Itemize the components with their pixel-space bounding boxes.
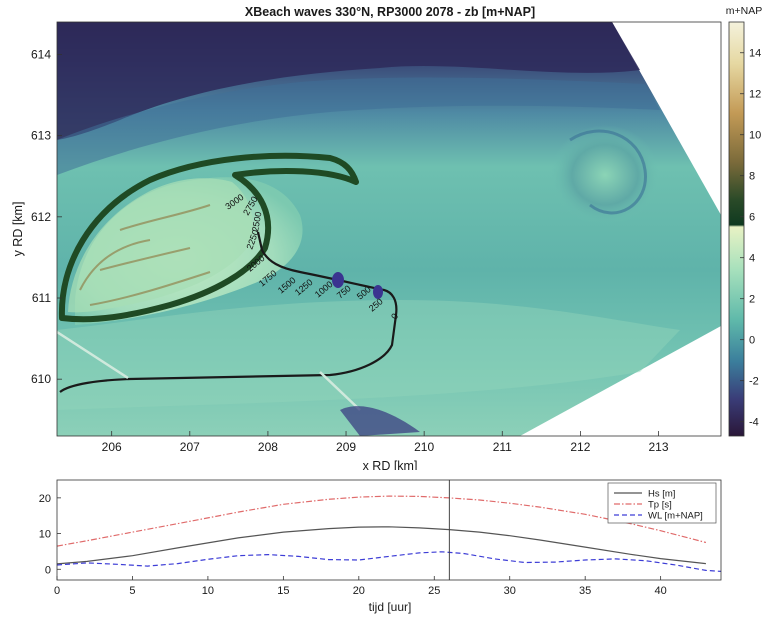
legend-entry: WL [m+NAP] bbox=[648, 511, 703, 522]
deep-channel bbox=[57, 22, 640, 140]
series-line-1 bbox=[56, 495, 707, 547]
ts-axis-ticks: 0 5 10 15 20 25 30 35 40 0 10 20 bbox=[39, 493, 667, 597]
island-marsh bbox=[79, 204, 211, 306]
colorbar-tick-label: 8 bbox=[749, 171, 755, 183]
y-tick-label: 613 bbox=[31, 129, 51, 143]
ts-x-axis-label: tijd [uur] bbox=[369, 600, 412, 614]
colorbar-tick-label: 10 bbox=[749, 130, 761, 142]
ts-x-tick-label: 30 bbox=[504, 585, 516, 597]
ts-x-tick-label: 15 bbox=[277, 585, 289, 597]
x-tick-label: 210 bbox=[414, 440, 434, 454]
y-tick-label: 614 bbox=[31, 47, 51, 61]
ts-x-tick-label: 35 bbox=[579, 585, 591, 597]
ts-y-tick-label: 0 bbox=[45, 564, 51, 576]
channel-edge bbox=[57, 77, 660, 175]
scour-hole bbox=[332, 272, 344, 288]
timeseries-chart: 0 5 10 15 20 25 30 35 40 0 10 20 tijd [uur] Hs [m]T… bbox=[39, 479, 722, 614]
x-tick-label: 207 bbox=[180, 440, 200, 454]
axis-ticks: 206 207 208 209 210 211 212 213 610 611 612 613 614 bbox=[31, 47, 669, 454]
dam-line bbox=[57, 330, 361, 411]
x-tick-label: 208 bbox=[258, 440, 278, 454]
ts-x-tick-label: 0 bbox=[54, 585, 60, 597]
ts-x-tick-label: 20 bbox=[353, 585, 365, 597]
ts-y-tick-label: 20 bbox=[39, 493, 51, 505]
legend-box bbox=[607, 482, 717, 524]
x-tick-label: 212 bbox=[570, 440, 590, 454]
colorbar-tick-label: 0 bbox=[749, 335, 755, 347]
chainage-label: 0 bbox=[389, 312, 400, 321]
colorbar-tick-label: 4 bbox=[749, 253, 755, 265]
series-line-2 bbox=[56, 551, 722, 572]
island-dune bbox=[58, 152, 359, 323]
x-tick-label: 211 bbox=[493, 440, 512, 454]
island-land bbox=[68, 178, 253, 313]
x-tick-label: 206 bbox=[102, 440, 122, 454]
colorbar bbox=[728, 21, 745, 437]
colorbar-tick-label: 14 bbox=[749, 48, 761, 60]
legend-entry: Hs [m] bbox=[648, 489, 675, 500]
ts-plot-frame bbox=[56, 479, 722, 581]
y-tick-label: 611 bbox=[32, 291, 51, 305]
tidal-flat-lower bbox=[57, 300, 680, 410]
ts-x-tick-label: 40 bbox=[655, 585, 667, 597]
ts-x-tick-label: 10 bbox=[202, 585, 214, 597]
y-axis-label: y RD [km] bbox=[11, 202, 25, 257]
dike-line bbox=[59, 231, 398, 393]
plot-frame bbox=[56, 21, 722, 437]
eddy-feature bbox=[550, 125, 660, 225]
colorbar-ticks: 14 12 10 8 6 4 2 0 -2 -4 bbox=[740, 48, 761, 429]
chainage-label: 2500 bbox=[250, 211, 263, 232]
chart-title: XBeach waves 330°N, RP3000 2078 - zb [m+… bbox=[245, 5, 535, 19]
x-tick-label: 213 bbox=[648, 440, 668, 454]
legend-entry: Tp [s] bbox=[648, 500, 672, 511]
colorbar-tick-label: 6 bbox=[749, 212, 755, 224]
bathymetry-map: XBeach waves 330°N, RP3000 2078 - zb [m+… bbox=[11, 5, 762, 470]
legend: Hs [m]Tp [s]WL [m+NAP] bbox=[607, 482, 717, 524]
x-axis-label: x RD [km] bbox=[363, 459, 418, 470]
ts-x-tick-label: 5 bbox=[129, 585, 135, 597]
y-tick-label: 610 bbox=[31, 372, 51, 386]
colorbar-tick-label: -4 bbox=[749, 417, 759, 429]
series-line-0 bbox=[56, 526, 706, 565]
y-tick-label: 612 bbox=[31, 210, 51, 224]
colorbar-tick-label: 12 bbox=[749, 89, 761, 101]
ts-y-tick-label: 10 bbox=[39, 529, 51, 541]
colorbar-label: m+NAP bbox=[726, 5, 762, 17]
colorbar-tick-label: -2 bbox=[749, 376, 759, 388]
ts-x-tick-label: 25 bbox=[428, 585, 440, 597]
scour-hole bbox=[373, 285, 383, 299]
colorbar-tick-label: 2 bbox=[749, 294, 755, 306]
eddy-ring bbox=[569, 129, 647, 215]
ts-series-group bbox=[56, 480, 722, 580]
inlet-channel bbox=[340, 406, 420, 436]
x-tick-label: 209 bbox=[336, 440, 356, 454]
